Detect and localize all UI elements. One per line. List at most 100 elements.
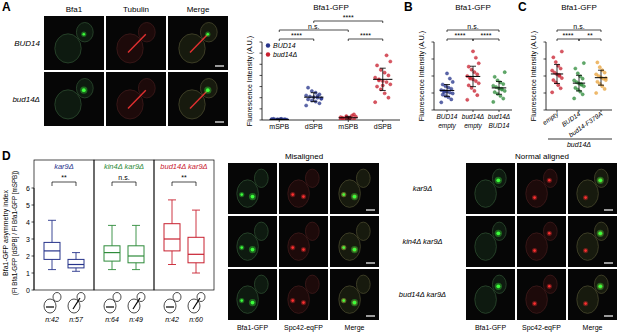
cell <box>594 275 608 293</box>
point <box>573 97 576 100</box>
spot <box>342 246 345 249</box>
micrograph <box>517 269 566 320</box>
point <box>320 97 323 100</box>
point <box>305 104 308 107</box>
mother-cell <box>164 299 176 313</box>
x-tick-sublabel: empty <box>464 122 482 130</box>
y-tick-label: 3 <box>26 236 30 243</box>
sd-bar <box>554 64 560 83</box>
x-tick-label: mSPB <box>338 123 358 130</box>
y-tick <box>260 42 263 43</box>
significance-bracket <box>348 39 383 41</box>
sd-cap <box>380 68 386 69</box>
spindle <box>190 34 208 52</box>
y-tick <box>432 110 435 111</box>
micrograph <box>466 216 515 267</box>
micrograph <box>568 163 617 214</box>
significance-label: **** <box>563 32 574 39</box>
point <box>341 117 344 120</box>
spot <box>353 248 357 252</box>
point <box>500 88 503 91</box>
spot-glow <box>597 283 604 290</box>
spindle <box>73 298 80 309</box>
point <box>492 100 495 103</box>
sd-line <box>499 82 500 95</box>
cell-icon <box>104 293 121 314</box>
whisker-cap <box>132 269 140 270</box>
micrograph <box>517 216 566 267</box>
y-tick <box>32 290 35 291</box>
spot <box>353 195 357 199</box>
y-tick <box>544 42 547 43</box>
sd-cap <box>598 85 604 86</box>
spot-glow <box>341 245 346 250</box>
spot <box>548 232 551 235</box>
dot-chart: Bfa1-GFPFluorescence Intensity (A.U.)emp… <box>530 3 612 148</box>
cell-icon <box>128 293 145 314</box>
significance-label: n.s. <box>467 23 478 30</box>
spot <box>548 179 551 182</box>
cell <box>339 180 361 208</box>
x-tick-sublabel: empty <box>438 122 456 130</box>
point <box>375 64 378 67</box>
sd-bar <box>380 68 386 90</box>
whisker-cap <box>192 210 200 211</box>
image-background <box>228 269 277 320</box>
y-tick <box>260 97 263 98</box>
median <box>104 252 120 253</box>
box <box>44 242 60 259</box>
y-tick <box>32 188 35 189</box>
spot-glow <box>547 231 552 236</box>
micrograph <box>168 16 228 70</box>
spot-glow <box>495 283 502 290</box>
y-tick <box>544 59 547 60</box>
y-tick <box>432 93 435 94</box>
sd-line <box>382 68 383 90</box>
spot-glow <box>301 194 306 199</box>
dot-chart: Bfa1-GFPFluorescence Intensity (A.U.)BUD… <box>418 3 512 130</box>
spot <box>599 232 602 235</box>
mother-cell <box>128 299 140 313</box>
cell <box>237 286 259 314</box>
group-label: kar9Δ <box>54 162 74 171</box>
point <box>318 102 321 105</box>
image-background <box>466 269 515 320</box>
spot <box>240 246 243 249</box>
image-background <box>466 163 515 214</box>
spot-glow <box>290 245 295 250</box>
cell <box>237 233 259 261</box>
box <box>128 246 144 263</box>
sd-line <box>313 93 314 102</box>
spot-glow <box>81 32 86 37</box>
sd-cap <box>276 119 282 120</box>
spot-glow <box>341 245 346 250</box>
column-label: Merge <box>583 324 603 332</box>
spindle <box>128 34 146 52</box>
x-tick-label: dSPB <box>374 123 392 130</box>
spot <box>83 33 86 36</box>
legend-symbol <box>266 52 270 56</box>
significance-bracket <box>52 182 76 186</box>
whisker-cap <box>72 271 80 272</box>
cell <box>526 180 548 208</box>
x-tick-label: mSPB <box>269 123 289 130</box>
sd-bar <box>576 75 582 91</box>
y-tick-label: 6 <box>26 185 30 192</box>
micrograph <box>330 216 379 267</box>
cell <box>475 180 497 208</box>
image-background <box>168 72 228 126</box>
y-tick <box>260 108 263 109</box>
mean-line <box>339 117 358 118</box>
cell <box>356 275 370 293</box>
point <box>559 67 562 70</box>
spot-glow <box>352 300 357 305</box>
x-tick-label: BUD14 <box>437 113 458 120</box>
x-tick <box>313 120 314 122</box>
spot-glow <box>351 193 358 200</box>
median <box>68 264 84 265</box>
sd-cap <box>576 90 582 91</box>
cell <box>305 275 319 293</box>
spot <box>240 193 243 196</box>
point <box>596 61 599 64</box>
micrograph <box>279 269 328 320</box>
